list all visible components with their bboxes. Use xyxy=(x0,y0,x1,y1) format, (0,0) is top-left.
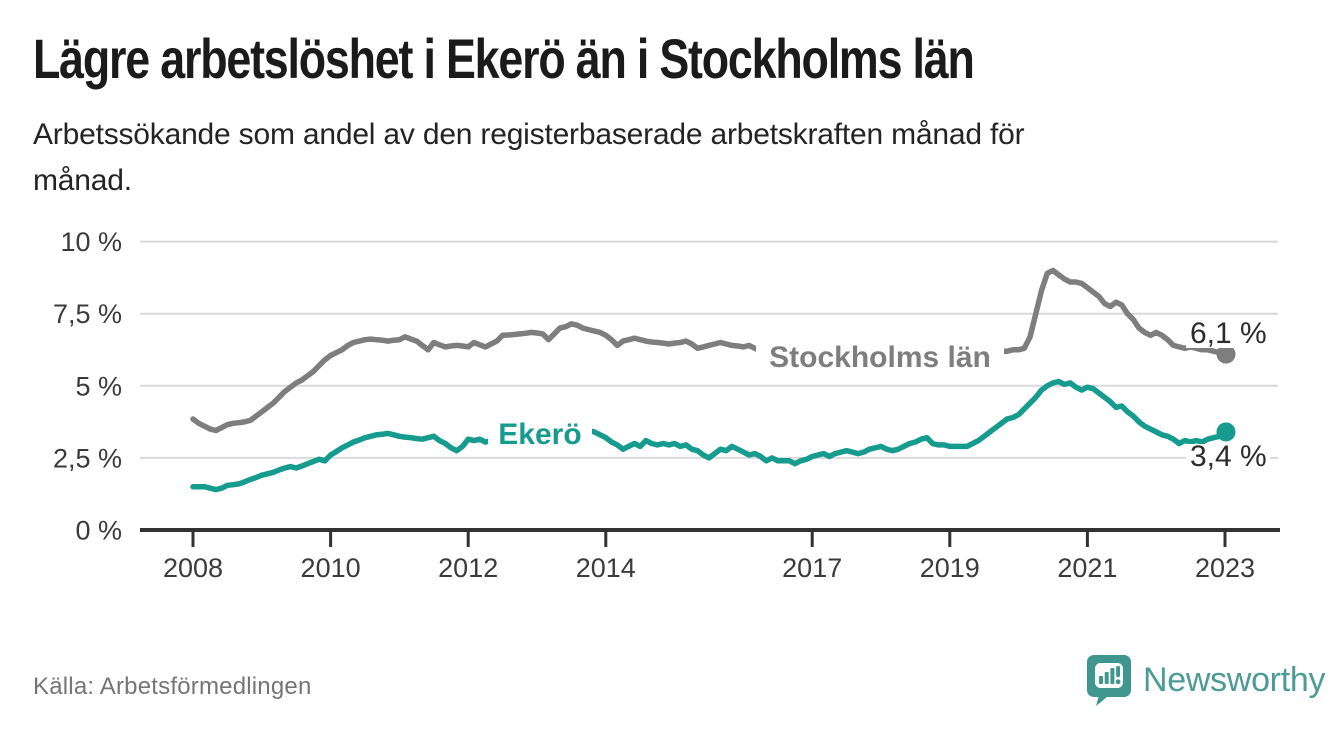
source-note: Källa: Arbetsförmedlingen xyxy=(33,673,312,700)
newsworthy-logo-text: Newsworthy xyxy=(1143,660,1326,699)
x-tick-label: 2010 xyxy=(301,553,361,583)
series-line-ekero xyxy=(190,378,1228,493)
series-inline-label-stockholms-lan: Stockholms län xyxy=(769,341,991,374)
newsworthy-logo-icon xyxy=(1086,654,1132,706)
end-value-label-mask xyxy=(1186,444,1270,472)
x-tick-label: 2019 xyxy=(920,553,980,583)
y-tick-label: 0 % xyxy=(75,516,122,546)
y-tick-label: 7,5 % xyxy=(53,299,122,329)
x-tick-label: 2023 xyxy=(1195,553,1255,583)
x-tick-label: 2017 xyxy=(782,553,842,583)
end-value-label-ekero: 3,4 % xyxy=(1190,440,1267,473)
y-tick-label: 10 % xyxy=(60,227,122,257)
y-tick-label: 2,5 % xyxy=(53,443,122,473)
end-value-label-mask xyxy=(1186,316,1270,348)
page-subtitle: Arbetssökande som andel av den registerb… xyxy=(33,118,1025,197)
end-value-label-stockholms-lan: 6,1 % xyxy=(1190,317,1267,350)
series-end-dot-stockholms-lan xyxy=(1216,344,1236,364)
x-tick-label: 2012 xyxy=(438,553,498,583)
newsworthy-logo: Newsworthy xyxy=(1086,654,1325,706)
x-tick-label: 2008 xyxy=(163,553,223,583)
y-tick-label: 5 % xyxy=(75,371,122,401)
series-label-mask xyxy=(488,411,592,455)
series-end-dot-ekero xyxy=(1216,422,1236,442)
x-tick-label: 2014 xyxy=(576,553,636,583)
series-inline-label-ekero: Ekerö xyxy=(498,418,581,451)
series-label-mask xyxy=(756,334,1004,378)
page-title: Lägre arbetslöshet i Ekerö än i Stockhol… xyxy=(33,27,975,90)
x-tick-label: 2021 xyxy=(1057,553,1117,583)
series-line-stockholms-lan xyxy=(190,267,1228,434)
